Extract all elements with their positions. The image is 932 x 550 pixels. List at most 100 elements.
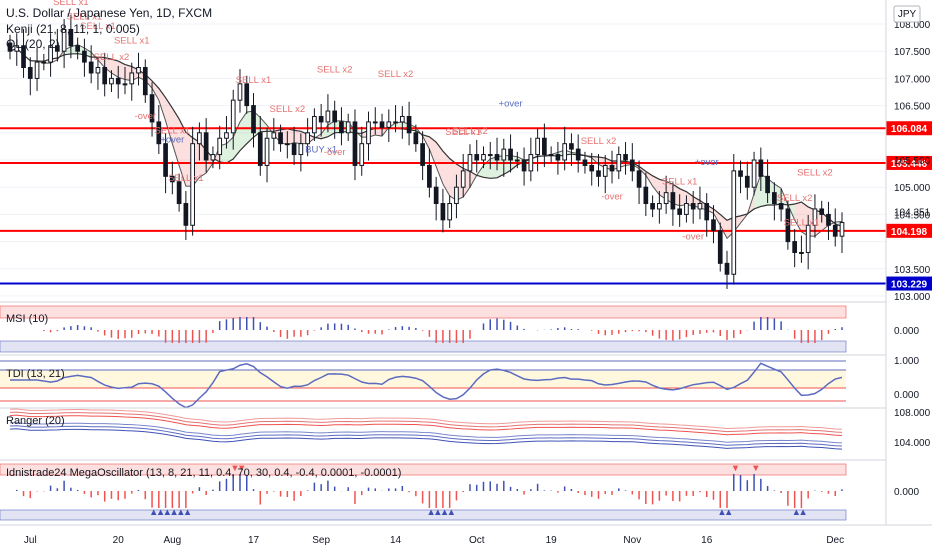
msi-lower-band [0,340,847,353]
candle-body [312,115,317,134]
candle-body [271,132,277,139]
candle-body [562,143,568,161]
tdi-pane[interactable]: 1.000 0.000 [0,354,919,409]
panel-label-mega[interactable]: Idnistrade24 MegaOscillator (13, 8, 21, … [6,467,401,479]
mega-buy-arrow: ▲ [426,507,435,518]
candle-body [88,61,94,74]
time-tick-label: Nov [623,535,641,546]
mega-lower-band [0,509,847,521]
price-tick-label: 106.500 [894,102,931,113]
candle-body [616,154,622,172]
panel-label-msi[interactable]: MSI (10) [6,313,48,325]
candle-body [379,121,385,128]
level-price-label: 106.084 [891,124,928,135]
candle-body [7,42,13,52]
mega-sell-arrow: ▼ [731,463,740,474]
indicator-label-ol[interactable]: OL (20, 2) [6,37,60,51]
candle-body [738,170,743,177]
msi-pane[interactable]: 0.000 [0,301,919,353]
cloud-segment [104,57,112,73]
cloud-segment [375,127,383,137]
signal-label: SELL x1 [80,21,116,32]
fast-ma-line [9,44,843,240]
cloud-segment [497,155,504,178]
candle-body [623,154,628,161]
currency-button[interactable]: JPY [893,5,921,23]
candle-body [839,222,845,237]
candle-body [61,28,67,52]
candle-body [508,148,513,161]
price-tick-label: 105.500 [894,156,931,167]
panel-label-ranger[interactable]: Ranger (20) [6,415,65,427]
candle-body [339,121,344,134]
panel-label-tdi[interactable]: TDI (13, 21) [6,368,65,380]
signal-label: SELL x2 [777,193,813,204]
cloud-segment [158,88,166,121]
signal-label: SELL x1 [236,75,272,86]
time-tick-label: 14 [390,535,402,546]
price-tick-label: 103.000 [894,292,931,303]
ranger-band-line [9,422,843,444]
signal-label: SELL x2 [270,104,306,115]
ranger-band-line [9,414,843,436]
tdi-tick-label: 1.000 [894,356,919,367]
candle-body [711,219,716,232]
candle-body [305,132,310,145]
slow-ma-line [9,47,843,228]
mega-buy-arrow: ▲ [724,507,733,518]
candle-body [650,203,655,210]
cloud-segment [226,137,234,163]
candle-body [704,203,710,221]
signal-label: SELL x2 [797,167,833,178]
level-price-tag [886,121,932,136]
horizontal-levels[interactable]: 106.084 105.446 104.198 103.229 [0,121,932,291]
signal-label: SELL x1 [53,0,89,8]
msi-value-label: 0.000 [894,326,919,337]
candle-body [372,121,378,124]
signal-labels: SELL x1 SELL x1 SELL x1 SELL x2 SELL x1 SELL … [53,0,833,243]
mega-sell-arrow: ▼ [751,463,760,474]
signal-label: SELL x2 [94,52,130,63]
candle-body [142,67,148,96]
candle-body [636,170,642,188]
candle-body [27,67,33,79]
candle-body [778,203,784,210]
candle-body [765,175,770,194]
cloud-segment [233,121,240,160]
candle-body [657,203,662,210]
candle-body [487,154,493,157]
cloud-segment [118,61,125,80]
candle-body [819,208,825,215]
candle-body [535,137,540,156]
ranger-pane[interactable]: 108.000 104.000 [0,407,931,450]
candle-body [224,132,229,139]
mega-buy-arrow: ▲ [176,507,185,518]
time-axis[interactable]: Jul 20 Aug 17 Sep 14 Oct 19 Nov 16 Dec [0,524,932,546]
price-axis[interactable]: 108.000 107.500 107.000 106.500 105.500 105.0… [885,0,931,525]
indicator-label-kenji[interactable]: Kenji (21, 8, 11, 1, 0.005) [6,22,140,36]
candle-body [481,154,486,161]
mega-buy-arrow: ▲ [798,507,807,518]
cloud-segment [287,128,295,145]
candle-body [41,61,47,64]
candle-body [697,203,703,210]
mega-buy-arrow: ▲ [433,507,442,518]
candle-body [643,186,649,205]
candle-body [352,121,358,166]
candle-body [136,67,141,74]
candle-body [183,203,189,226]
signal-label: SELL x1 [155,126,191,137]
mega-oscillator-pane[interactable]: ▲▲▲▲▲▲▼▼▲▲▲▲ ▲▲▼ ▼▲▲0.000 [0,459,919,521]
candle-body [413,132,419,145]
cloud-segment [720,214,728,239]
candle-body [812,208,818,226]
candle-body [528,154,534,172]
candle-body [501,148,507,161]
candle-body [163,143,168,177]
cloud-segment [239,112,247,151]
candle-body [684,203,689,215]
kenji-cloud [10,44,842,239]
candle-body [447,203,453,221]
tdi-tick-label: 0.000 [894,390,919,401]
